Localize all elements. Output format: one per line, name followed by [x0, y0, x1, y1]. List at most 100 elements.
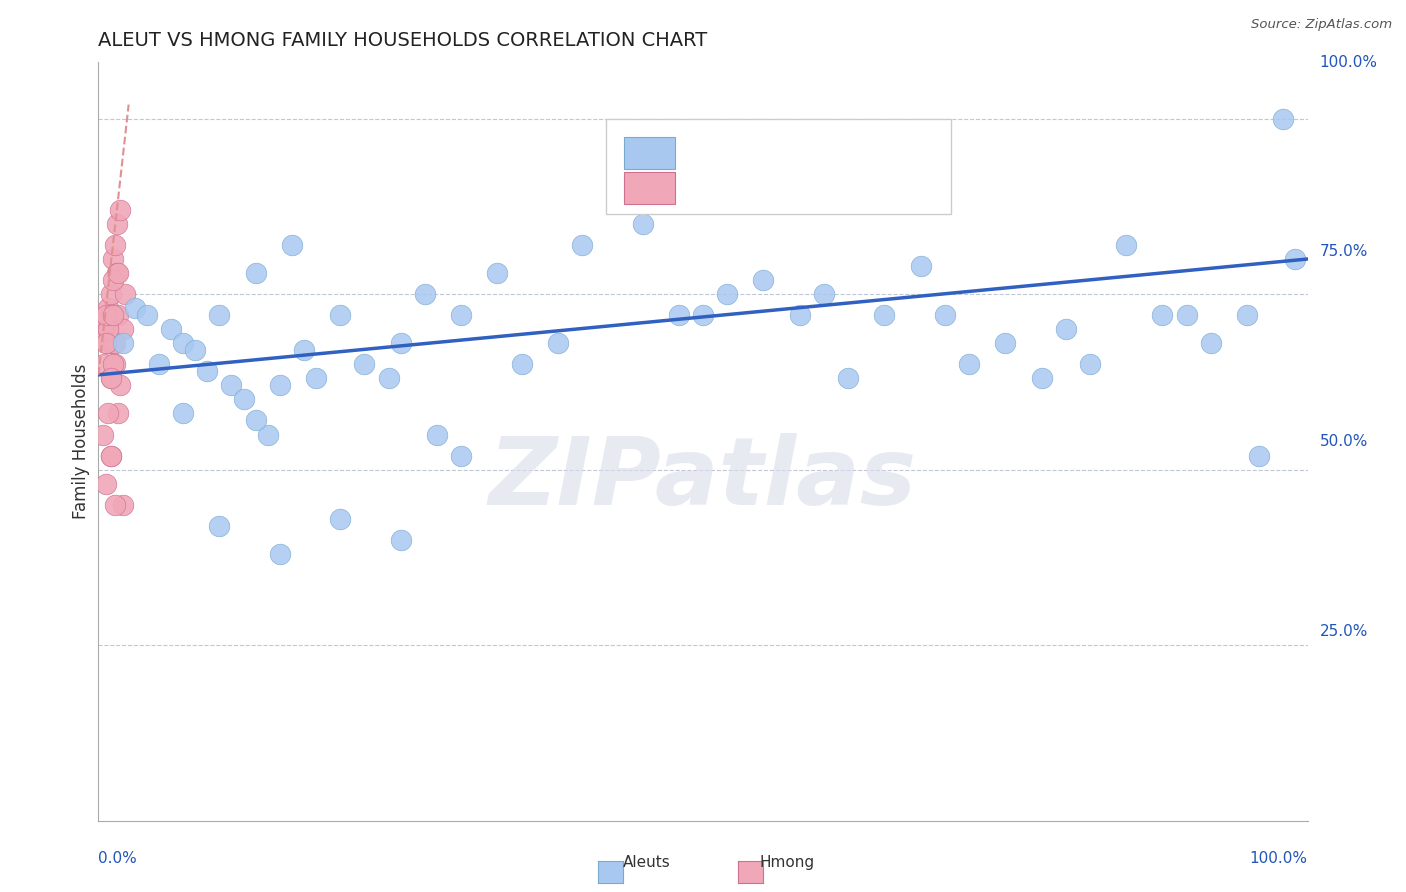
Point: [934, 308, 956, 322]
Point: [172, 336, 194, 351]
Point: [1236, 308, 1258, 322]
Point: [1272, 112, 1295, 126]
Text: 75.0%: 75.0%: [1320, 244, 1368, 260]
Point: [256, 427, 278, 442]
Point: [631, 217, 654, 231]
Point: [97, 301, 120, 315]
Point: [1115, 238, 1137, 252]
Point: [1284, 252, 1306, 266]
Point: [245, 413, 267, 427]
Point: [108, 202, 131, 217]
Point: [108, 378, 131, 392]
Point: [101, 252, 124, 266]
Point: [172, 407, 194, 421]
Point: [486, 266, 509, 280]
Text: Source: ZipAtlas.com: Source: ZipAtlas.com: [1251, 18, 1392, 31]
Text: ZIPatlas: ZIPatlas: [489, 434, 917, 525]
Point: [105, 266, 128, 280]
Point: [184, 343, 207, 358]
Point: [104, 238, 127, 252]
Text: 100.0%: 100.0%: [1250, 851, 1308, 866]
Point: [107, 407, 129, 421]
FancyBboxPatch shape: [624, 172, 675, 204]
Point: [232, 392, 254, 407]
Point: [100, 449, 122, 463]
Point: [813, 287, 835, 301]
Point: [221, 378, 243, 392]
Text: 0.098: 0.098: [740, 182, 790, 196]
Text: 38: 38: [872, 182, 894, 196]
Point: [1078, 357, 1101, 371]
Point: [377, 371, 399, 385]
Text: Aleuts: Aleuts: [623, 855, 671, 870]
Point: [668, 308, 690, 322]
Point: [269, 547, 291, 561]
Text: 59: 59: [872, 146, 894, 161]
Point: [124, 301, 146, 315]
Point: [208, 308, 231, 322]
Text: 100.0%: 100.0%: [1320, 55, 1378, 70]
Point: [426, 427, 449, 442]
Point: [195, 364, 218, 378]
Text: 0.0%: 0.0%: [98, 851, 138, 866]
Point: [94, 336, 117, 351]
Point: [104, 336, 127, 351]
Point: [100, 449, 122, 463]
Point: [994, 336, 1017, 351]
Point: [101, 308, 124, 322]
Point: [91, 427, 114, 442]
Point: [450, 308, 472, 322]
Point: [160, 322, 183, 336]
Point: [100, 287, 122, 301]
Point: [389, 533, 412, 547]
Point: [104, 498, 127, 512]
Point: [716, 287, 738, 301]
Point: [269, 378, 291, 392]
Text: 50.0%: 50.0%: [1320, 434, 1368, 449]
Point: [114, 287, 136, 301]
Text: ALEUT VS HMONG FAMILY HOUSEHOLDS CORRELATION CHART: ALEUT VS HMONG FAMILY HOUSEHOLDS CORRELA…: [98, 30, 707, 50]
Point: [571, 238, 593, 252]
Point: [148, 357, 170, 371]
Point: [752, 273, 775, 287]
Point: [329, 512, 352, 526]
Point: [837, 371, 859, 385]
Point: [100, 336, 122, 351]
Point: [101, 273, 124, 287]
Point: [1249, 449, 1271, 463]
FancyBboxPatch shape: [606, 120, 950, 214]
Y-axis label: Family Households: Family Households: [72, 364, 90, 519]
Point: [389, 336, 412, 351]
Text: Hmong: Hmong: [759, 855, 815, 870]
Point: [1152, 308, 1174, 322]
Point: [97, 322, 120, 336]
Point: [101, 336, 124, 351]
Point: [245, 266, 267, 280]
Point: [93, 322, 115, 336]
Point: [111, 498, 134, 512]
Point: [910, 259, 932, 273]
Point: [281, 238, 304, 252]
Text: 0.361: 0.361: [740, 146, 790, 161]
Point: [96, 308, 118, 322]
Point: [101, 308, 124, 322]
Point: [97, 322, 120, 336]
Point: [107, 308, 129, 322]
Point: [107, 266, 129, 280]
Point: [692, 308, 714, 322]
Point: [97, 407, 120, 421]
Point: [329, 308, 352, 322]
FancyBboxPatch shape: [624, 136, 675, 169]
Point: [305, 371, 328, 385]
Point: [208, 518, 231, 533]
Text: 25.0%: 25.0%: [1320, 624, 1368, 639]
Point: [353, 357, 375, 371]
Point: [413, 287, 436, 301]
Point: [100, 371, 122, 385]
Point: [450, 449, 472, 463]
Point: [93, 357, 115, 371]
Point: [510, 357, 533, 371]
Point: [101, 357, 124, 371]
Point: [1031, 371, 1053, 385]
Text: R =: R =: [688, 146, 717, 161]
